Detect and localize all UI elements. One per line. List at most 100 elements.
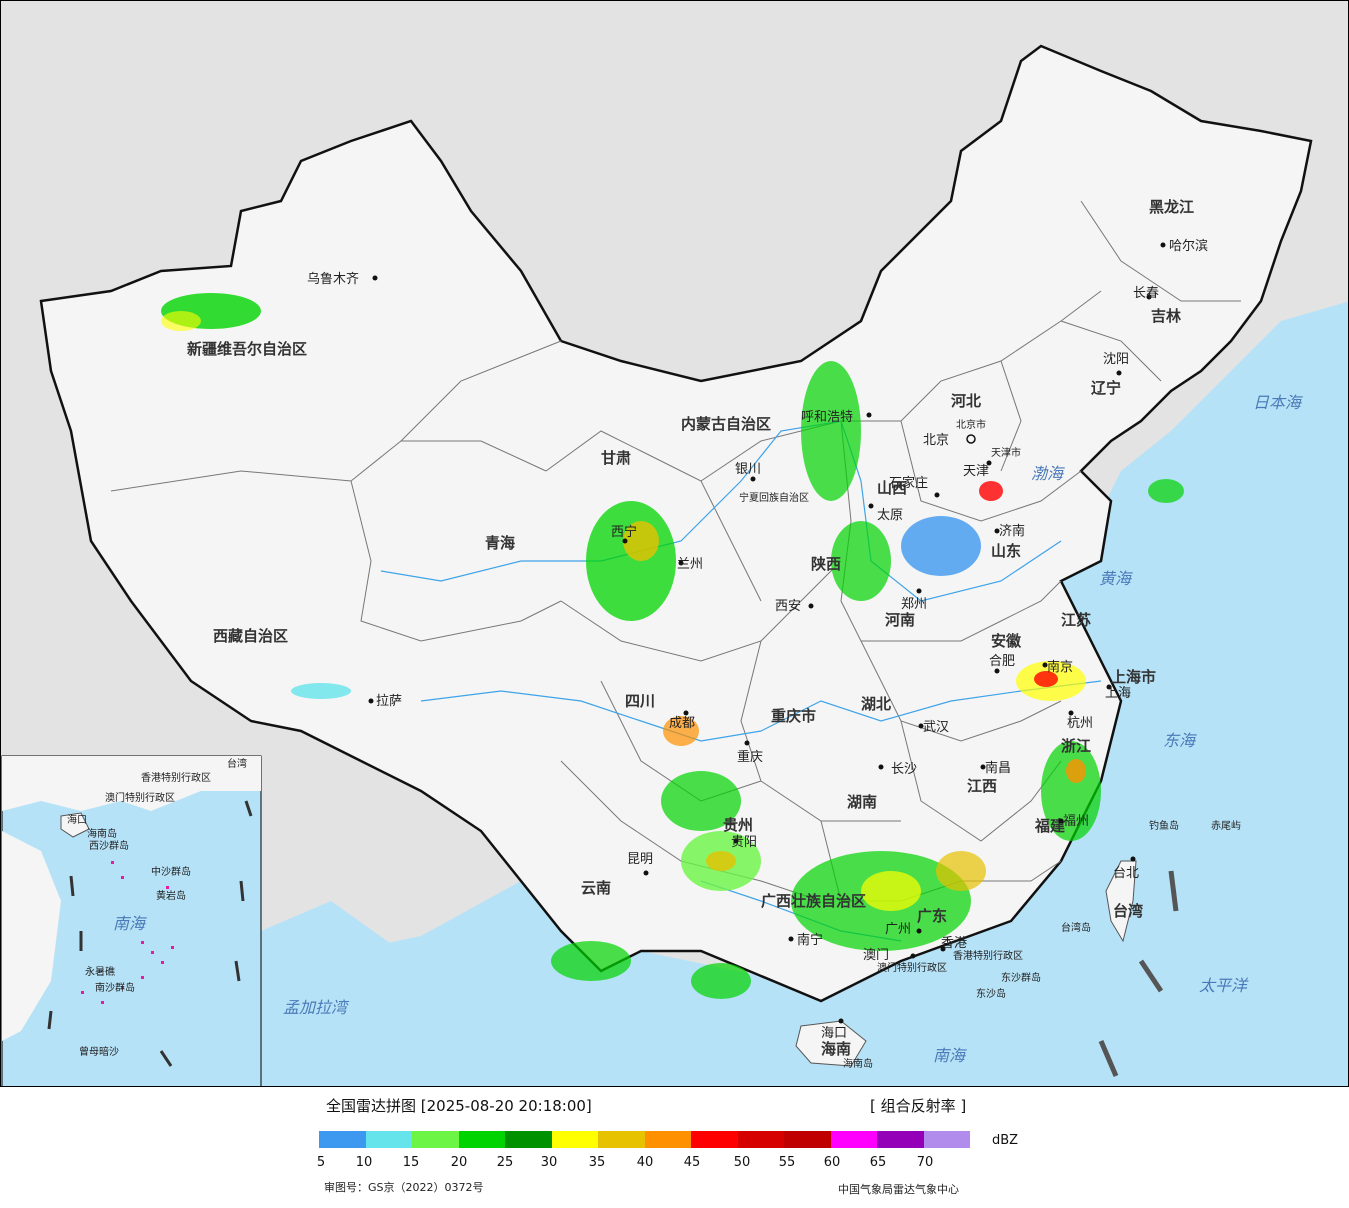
svg-text:长春: 长春 (1133, 286, 1159, 301)
svg-text:沈阳: 沈阳 (1103, 352, 1129, 367)
svg-text:中沙群岛: 中沙群岛 (151, 865, 191, 878)
label-yunnan: 云南 (581, 879, 611, 897)
city-zhengzhou: 郑州 (901, 588, 927, 612)
city-hongkong: 香港 (940, 936, 967, 952)
radar-map[interactable]: 新疆维吾尔自治区 西藏自治区 青海 甘肃 内蒙古自治区 黑龙江 吉林 辽宁 河北… (0, 0, 1349, 1087)
svg-text:济南: 济南 (999, 523, 1025, 539)
city-wuhan: 武汉 (918, 720, 949, 735)
sea-area (261, 301, 1348, 1086)
label-shandong: 山东 (991, 542, 1021, 560)
color-swatch (505, 1131, 552, 1148)
city-chengdu: 成都 (669, 710, 695, 731)
color-swatch (737, 1131, 784, 1148)
label-shaanxi: 陕西 (811, 555, 841, 573)
taiwan-island (1105, 860, 1137, 943)
city-jinan: 济南 (994, 523, 1025, 539)
svg-text:香港特别行政区: 香港特别行政区 (141, 771, 211, 784)
svg-text:福州: 福州 (1063, 814, 1089, 829)
china-map-svg: 新疆维吾尔自治区 西藏自治区 青海 甘肃 内蒙古自治区 黑龙江 吉林 辽宁 河北… (1, 44, 1348, 1086)
label-jilin: 吉林 (1151, 307, 1182, 325)
color-swatch (551, 1131, 598, 1148)
city-taiyuan: 太原 (868, 503, 903, 523)
city-yinchuan: 银川 (735, 462, 761, 482)
approval-number: 审图号：GS京（2022）0372号 (324, 1181, 484, 1194)
svg-text:上海: 上海 (1105, 686, 1131, 701)
china-landmass (39, 44, 1313, 1003)
tick-label: 20 (450, 1155, 468, 1170)
svg-text:贵阳: 贵阳 (731, 835, 757, 850)
city-tianjin: 天津 (963, 460, 992, 479)
svg-text:银川: 银川 (735, 462, 761, 477)
tick-label: 10 (355, 1155, 373, 1170)
city-macau: 澳门 (863, 947, 916, 963)
label-hubei: 湖北 (861, 695, 891, 713)
label-taipingyang: 太平洋 (1199, 976, 1249, 995)
color-scale-bar (319, 1131, 970, 1148)
tick-label: 15 (402, 1155, 420, 1170)
svg-text:昆明: 昆明 (627, 852, 653, 867)
label-shanxi: 山西 (877, 479, 907, 497)
city-hefei: 合肥 (989, 654, 1015, 674)
city-urumqi: 乌鲁木齐 (307, 271, 378, 287)
svg-text:太原: 太原 (877, 508, 903, 523)
tick-label: 35 (588, 1155, 606, 1170)
city-hangzhou: 杭州 (1067, 710, 1093, 731)
svg-text:北京: 北京 (923, 433, 949, 448)
svg-text:西沙群岛: 西沙群岛 (89, 839, 129, 852)
radar-echoes (161, 293, 1184, 999)
tick-label: 25 (496, 1155, 514, 1170)
svg-text:郑州: 郑州 (901, 597, 927, 612)
label-beijing-municipality: 北京市 (956, 418, 986, 431)
label-qinghai: 青海 (485, 534, 515, 552)
city-shenyang: 沈阳 (1103, 352, 1129, 376)
color-swatch (830, 1131, 877, 1148)
svg-text:东沙群岛: 东沙群岛 (1001, 971, 1041, 984)
label-anhui: 安徽 (991, 632, 1022, 650)
city-fuzhou: 福州 (1058, 814, 1089, 829)
label-fujian: 福建 (1034, 817, 1066, 835)
label-xinjiang: 新疆维吾尔自治区 (187, 340, 307, 358)
sea-labels: 日本海 渤海 黄海 东海 南海 太平洋 孟加拉湾 (283, 393, 1303, 1065)
city-shijiazhuang: 石家庄 (889, 475, 940, 498)
svg-text:永暑礁: 永暑礁 (85, 965, 115, 978)
tick-label: 65 (869, 1155, 887, 1170)
label-hainan: 海南 (821, 1040, 851, 1058)
label-taiwan: 台湾 (1113, 902, 1143, 920)
label-shanghai: 上海市 (1111, 668, 1156, 686)
inset-labels: 西沙群岛 中沙群岛 南沙群岛 黄岩岛 南海 海口 海南岛 曾母暗沙 永暑礁 台湾… (67, 757, 247, 1058)
label-bengal: 孟加拉湾 (283, 998, 350, 1017)
city-nanjing: 南京 (1042, 659, 1073, 675)
svg-text:南宁: 南宁 (797, 932, 823, 948)
label-neimenggu: 内蒙古自治区 (681, 415, 771, 433)
svg-text:澳门特别行政区: 澳门特别行政区 (105, 791, 175, 804)
credit-label: 中国气象局雷达气象中心 (838, 1183, 959, 1196)
city-haerbin: 哈尔滨 (1160, 238, 1208, 254)
province-labels: 新疆维吾尔自治区 西藏自治区 青海 甘肃 内蒙古自治区 黑龙江 吉林 辽宁 河北… (187, 198, 1194, 1058)
label-henan: 河南 (885, 611, 915, 629)
maritime-boundary (1098, 870, 1179, 1077)
color-swatch (691, 1131, 738, 1148)
svg-text:成都: 成都 (669, 716, 695, 731)
city-shanghai: 上海 (1105, 684, 1131, 701)
label-liaoning: 辽宁 (1091, 379, 1121, 397)
svg-text:钓鱼岛: 钓鱼岛 (1149, 819, 1179, 832)
svg-text:曾母暗沙: 曾母暗沙 (79, 1045, 119, 1058)
city-taibei: 台北 (1113, 856, 1139, 881)
tick-label: 40 (636, 1155, 654, 1170)
city-chongqing: 重庆 (737, 740, 763, 765)
svg-text:西安: 西安 (775, 599, 801, 614)
svg-text:南京: 南京 (1047, 659, 1073, 675)
label-huanghai: 黄海 (1099, 569, 1133, 588)
label-jiangxi: 江西 (967, 777, 997, 795)
city-nanchang: 南昌 (980, 760, 1011, 776)
label-guangxi: 广西壮族自治区 (761, 892, 866, 910)
tick-label: 30 (540, 1155, 558, 1170)
color-swatch (923, 1131, 970, 1148)
svg-text:广州: 广州 (885, 922, 911, 937)
city-huhehaote: 呼和浩特 (801, 410, 872, 425)
label-xizang: 西藏自治区 (213, 627, 288, 645)
svg-text:哈尔滨: 哈尔滨 (1169, 238, 1208, 254)
color-swatch (877, 1131, 924, 1148)
svg-text:合肥: 合肥 (989, 654, 1015, 669)
label-tianjin-municipality: 天津市 (991, 446, 1021, 459)
